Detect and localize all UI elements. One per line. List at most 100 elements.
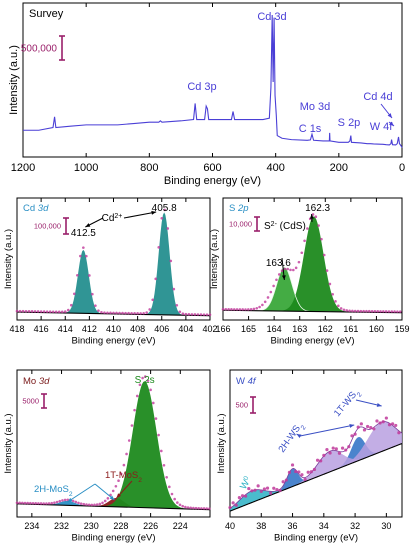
chart-title: Mo 3d (23, 376, 50, 387)
data-point (49, 310, 52, 313)
data-point (244, 495, 247, 498)
data-point (70, 304, 73, 307)
data-point (152, 402, 155, 405)
data-point (300, 251, 303, 254)
data-point (19, 310, 22, 313)
x-tick-label: 1200 (11, 162, 35, 174)
data-point (26, 502, 29, 505)
data-point (130, 312, 133, 315)
data-point (275, 488, 278, 491)
x-tick-label: 412 (82, 324, 97, 334)
data-point (28, 310, 31, 313)
data-point (292, 269, 295, 272)
x-tick-label: 414 (58, 324, 73, 334)
data-point (127, 312, 130, 315)
data-point (357, 310, 360, 313)
data-point (264, 300, 267, 303)
data-point (192, 507, 195, 510)
data-point (31, 310, 34, 313)
x-tick-label: 160 (369, 324, 384, 334)
fit-area-peak-2 (223, 216, 402, 312)
data-point (247, 308, 250, 311)
data-point (133, 409, 136, 412)
data-point (227, 308, 230, 311)
x-tick-label: 40 (225, 521, 235, 531)
data-point (263, 487, 266, 490)
data-point (315, 215, 318, 218)
data-point (194, 313, 197, 316)
data-point (109, 312, 112, 315)
data-point (260, 490, 263, 493)
data-point (250, 308, 253, 311)
data-point (297, 470, 300, 473)
data-point (91, 293, 94, 296)
data-point (64, 310, 67, 313)
data-point (338, 452, 341, 455)
data-point (18, 502, 21, 505)
x-axis-label: Binding energy (eV) (164, 175, 261, 187)
data-point (278, 489, 281, 492)
data-point (61, 311, 64, 314)
data-point (112, 312, 115, 315)
data-point (313, 468, 316, 471)
x-tick-label: 32 (350, 521, 360, 531)
data-point (369, 426, 372, 429)
data-point (53, 501, 56, 504)
data-point (123, 464, 126, 467)
data-point (203, 313, 206, 316)
data-point (58, 500, 61, 503)
data-point (255, 307, 258, 310)
data-point (366, 425, 369, 428)
data-point (74, 501, 77, 504)
data-point (40, 502, 43, 505)
data-point (96, 503, 99, 506)
chart-title: S 2p (229, 203, 249, 214)
data-point (382, 310, 385, 313)
data-point (155, 417, 158, 420)
species-label: S2- (CdS) (264, 221, 306, 233)
data-point (394, 424, 397, 427)
x-tick-label: 200 (330, 162, 348, 174)
x-tick-label: 234 (24, 521, 39, 531)
data-point (272, 285, 275, 288)
data-point (334, 300, 337, 303)
x-tick-label: 1000 (74, 162, 98, 174)
x-tick-label: 400 (266, 162, 284, 174)
x-tick-label: 410 (106, 324, 121, 334)
data-point (34, 310, 37, 313)
data-point (76, 274, 79, 277)
data-point (307, 471, 310, 474)
data-point (241, 494, 244, 497)
data-point (101, 501, 104, 504)
data-point (306, 227, 309, 230)
data-point (176, 501, 179, 504)
data-point (222, 308, 225, 311)
data-point (45, 502, 48, 505)
scale-bar-label: 500,000 (21, 43, 58, 54)
data-point (106, 311, 109, 314)
data-point (88, 274, 91, 277)
peak-label: Cd 3p (187, 81, 216, 93)
data-point (103, 311, 106, 314)
data-point (157, 434, 160, 437)
data-point (323, 254, 326, 257)
data-point (303, 239, 306, 242)
scale-bar-label: 500 (235, 401, 248, 410)
y-axis-label: Intensity (a.u.) (3, 413, 14, 473)
data-point (176, 304, 179, 307)
data-point (228, 506, 231, 509)
data-point (179, 310, 182, 313)
data-point (16, 501, 19, 504)
x-tick-label: 162 (318, 324, 333, 334)
scale-bar: 5000 (22, 394, 47, 408)
data-point (360, 310, 363, 313)
scale-bar: 100,000 (34, 218, 69, 234)
data-point (139, 312, 142, 315)
data-point (168, 486, 171, 489)
data-point (169, 260, 172, 263)
x-tick-label: 406 (154, 324, 169, 334)
data-point (399, 310, 402, 313)
